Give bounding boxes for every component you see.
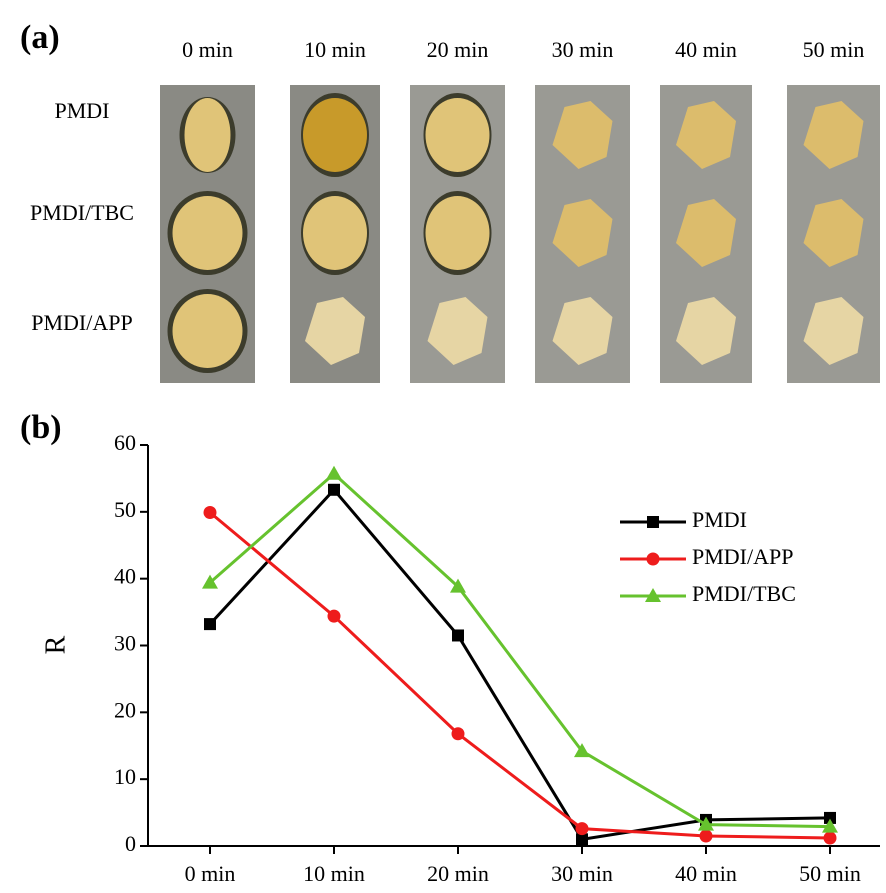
sample (173, 196, 243, 270)
x-tick-label: 0 min (185, 861, 236, 886)
y-tick-label: 30 (114, 631, 136, 656)
marker (576, 822, 589, 835)
x-tick-label: 20 min (427, 861, 489, 886)
row-label: PMDI (54, 98, 109, 123)
column-label: 50 min (803, 37, 865, 62)
y-tick-label: 10 (114, 764, 136, 789)
column-label: 20 min (427, 37, 489, 62)
sample (303, 98, 367, 172)
marker (452, 727, 465, 740)
column-label: 30 min (552, 37, 614, 62)
legend-label: PMDI/TBC (692, 581, 796, 606)
marker (204, 506, 217, 519)
sample (426, 98, 490, 172)
x-tick-label: 50 min (799, 861, 861, 886)
figure: (a) (b) R 0 min 10 min 20 min 30 min 40 min 5… (0, 0, 886, 893)
legend-label: PMDI/APP (692, 544, 793, 569)
x-tick-label: 30 min (551, 861, 613, 886)
sample (303, 196, 367, 270)
legend-label: PMDI (692, 507, 747, 532)
panel-label: (b) (20, 409, 62, 446)
row-label: PMDI/APP (31, 310, 132, 335)
row-label: PMDI/TBC (30, 200, 134, 225)
y-tick-label: 50 (114, 497, 136, 522)
sample (173, 294, 243, 368)
column-label: 0 min (182, 37, 233, 62)
marker (328, 484, 340, 496)
marker (647, 553, 660, 566)
marker (647, 516, 659, 528)
marker (452, 629, 464, 641)
column-label: 10 min (304, 37, 366, 62)
y-tick-label: 60 (114, 430, 136, 455)
sample (426, 196, 490, 270)
sample (185, 98, 231, 172)
y-tick-label: 40 (114, 564, 136, 589)
marker (700, 829, 713, 842)
column-label: 40 min (675, 37, 737, 62)
y-tick-label: 0 (125, 831, 136, 856)
y-tick-label: 20 (114, 697, 136, 722)
marker (328, 610, 341, 623)
series-line (210, 490, 830, 840)
marker (824, 831, 837, 844)
panel-label: (a) (20, 19, 60, 56)
marker (204, 618, 216, 630)
y-axis-label: R (40, 635, 71, 654)
x-tick-label: 40 min (675, 861, 737, 886)
marker (326, 466, 342, 480)
x-tick-label: 10 min (303, 861, 365, 886)
